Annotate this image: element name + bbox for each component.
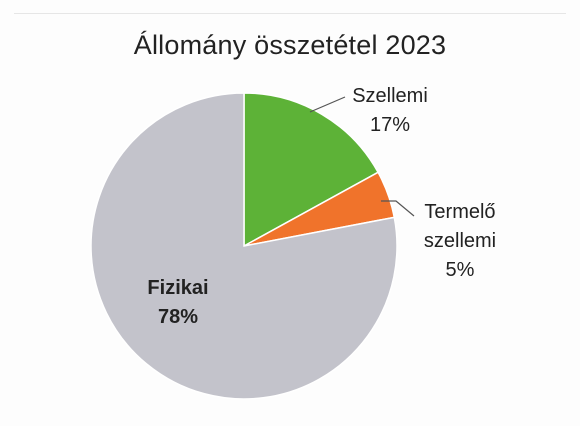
pie-slice-fizikai [90, 92, 398, 400]
slice-data-label: Termelő szellemi 5% [424, 201, 496, 281]
leader-line [309, 96, 346, 113]
leader-line [381, 200, 415, 217]
pie-slice-szellemi [243, 92, 380, 248]
chart-title: Állomány összetétel 2023 [133, 30, 447, 60]
divider [14, 13, 566, 14]
slice-data-label: Szellemi 17% [352, 85, 428, 136]
slice-data-label: Fizikai 78% [147, 277, 208, 328]
